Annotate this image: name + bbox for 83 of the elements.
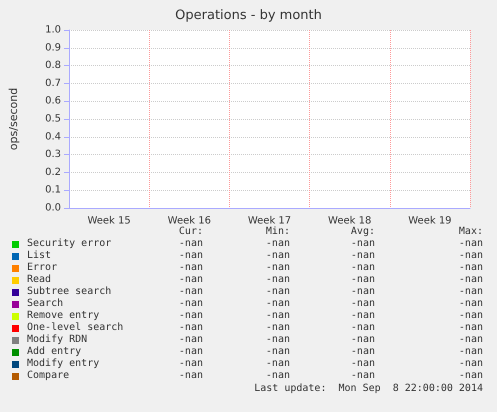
text: -nan — [178, 334, 203, 346]
chart-title: Operations - by month — [175, 8, 322, 23]
y-tick-label: 0.0 — [45, 202, 61, 214]
text: Min: — [266, 226, 290, 238]
text: -nan — [458, 370, 483, 382]
text: Cur: — [178, 226, 203, 238]
x-tick-label: Week 15 — [87, 216, 131, 226]
text: -nan — [350, 322, 375, 334]
legend-label: Subtree search — [27, 286, 112, 298]
text: -nan — [178, 358, 203, 370]
text: -nan — [178, 238, 203, 250]
legend-label: Error — [27, 262, 58, 274]
legend-label: Modify entry — [27, 358, 100, 370]
text: -nan — [178, 262, 203, 274]
x-tick-label: Week 16 — [168, 216, 211, 226]
text: -nan — [266, 250, 290, 262]
legend-label: Remove entry — [27, 310, 100, 322]
text: -nan — [350, 298, 375, 310]
text: -nan — [458, 274, 483, 286]
y-tick-label: 0.9 — [45, 42, 61, 54]
text: -nan — [266, 298, 290, 310]
text: -nan — [266, 238, 290, 250]
legend-label: List — [27, 250, 52, 262]
text: -nan — [458, 238, 483, 250]
text: -nan — [350, 274, 375, 286]
text: -nan — [458, 310, 483, 322]
legend-label: Search — [27, 298, 64, 310]
text: -nan — [266, 310, 290, 322]
y-tick-label: 1.0 — [45, 24, 61, 36]
legend-label: Modify RDN — [27, 334, 88, 346]
text: -nan — [178, 310, 203, 322]
y-axis-title: ops/second — [7, 88, 20, 150]
text: Last update: Mon Sep 8 22:00:00 2014 — [254, 383, 483, 395]
y-tick-label: 0.6 — [45, 96, 61, 107]
y-tick-label: 0.7 — [45, 78, 61, 89]
text: -nan — [350, 346, 375, 358]
text: -nan — [266, 262, 290, 274]
text: -nan — [178, 322, 203, 334]
text: -nan — [178, 250, 203, 262]
text: -nan — [266, 346, 290, 358]
y-tick-label: 0.5 — [45, 114, 61, 124]
legend-label: Read — [27, 274, 52, 286]
text: -nan — [178, 298, 203, 310]
legend-label: One-level search — [27, 322, 124, 334]
text: -nan — [350, 358, 375, 370]
legend-label: Compare — [27, 370, 70, 382]
text: Max: — [458, 226, 483, 238]
x-tick-label: Week 17 — [248, 216, 292, 226]
x-tick-label: Week 19 — [408, 216, 452, 226]
y-tick-label: 0.1 — [45, 184, 61, 196]
legend-label: Add entry — [27, 346, 82, 358]
text: -nan — [266, 358, 290, 370]
y-tick-label: 0.8 — [45, 60, 61, 72]
text: -nan — [178, 274, 203, 286]
text: -nan — [458, 262, 483, 274]
text: -nan — [458, 358, 483, 370]
text: -nan — [178, 286, 203, 298]
text: -nan — [266, 370, 290, 382]
y-tick-label: 0.2 — [45, 166, 61, 178]
text: -nan — [458, 250, 483, 262]
text: -nan — [458, 298, 483, 310]
text: -nan — [350, 334, 375, 346]
text: -nan — [458, 286, 483, 298]
text: Avg: — [350, 226, 375, 238]
text: -nan — [266, 322, 290, 334]
text: -nan — [458, 322, 483, 334]
text: -nan — [350, 238, 375, 250]
legend-label: Security error — [27, 238, 112, 250]
text: -nan — [266, 286, 290, 298]
text: -nan — [350, 370, 375, 382]
text: -nan — [266, 334, 290, 346]
text: -nan — [178, 370, 203, 382]
text: -nan — [178, 346, 203, 358]
text: -nan — [350, 250, 375, 262]
text: -nan — [266, 274, 290, 286]
x-tick-label: Week 18 — [328, 216, 372, 226]
text: -nan — [350, 310, 375, 322]
y-tick-label: 0.3 — [45, 149, 61, 160]
text: -nan — [350, 262, 375, 274]
text: -nan — [458, 346, 483, 358]
text: -nan — [350, 286, 375, 298]
text: -nan — [458, 334, 483, 346]
y-tick-label: 0.4 — [45, 131, 61, 142]
